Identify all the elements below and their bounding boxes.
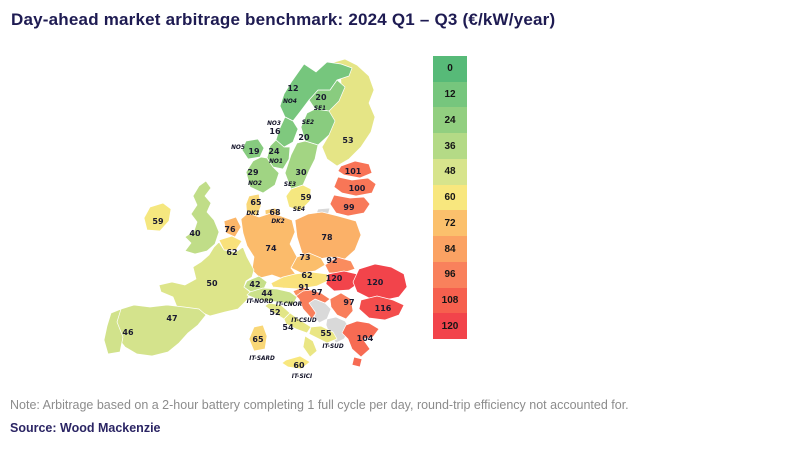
region-NO2 xyxy=(245,156,280,194)
region-PT xyxy=(103,308,124,355)
region-HR xyxy=(295,289,331,320)
region-IT-NORD xyxy=(246,287,298,306)
legend-cell: 72 xyxy=(433,210,467,237)
legend-cell: 12 xyxy=(433,81,467,108)
region-RO xyxy=(352,263,408,301)
legend-cell: 0 xyxy=(433,56,467,82)
region-NL xyxy=(223,216,242,238)
region-SK xyxy=(324,256,356,274)
zone-label-NO3: NO3 xyxy=(267,121,281,127)
region-SE4 xyxy=(285,184,312,212)
region-LT xyxy=(329,194,371,217)
region-HU xyxy=(325,270,360,292)
region-RS xyxy=(329,292,354,320)
region-IT-SICI xyxy=(281,355,311,370)
color-legend: 0 12 24 36 48 60 72 84 96 108 120 xyxy=(433,56,467,340)
region-IT-SUD xyxy=(302,325,338,358)
legend-cell: 60 xyxy=(433,184,467,211)
region-IT-SARD xyxy=(248,324,268,352)
zone-label-IT-SUD: IT-SUD xyxy=(322,344,344,350)
region-BG xyxy=(358,295,405,321)
region-NO5 xyxy=(241,138,265,160)
region-ES xyxy=(112,304,207,357)
region-IE xyxy=(143,202,172,232)
region-LV xyxy=(333,176,377,197)
legend-cell: 24 xyxy=(433,107,467,134)
region-PL xyxy=(294,211,362,261)
footnote: Note: Arbitrage based on a 2-hour batter… xyxy=(10,398,629,412)
zone-label-IT-SARD: IT-SARD xyxy=(249,356,275,362)
zone-label-IT-SICI: IT-SICI xyxy=(292,374,313,380)
legend-cell: 84 xyxy=(433,236,467,262)
region-GB xyxy=(184,180,220,255)
legend-cell: 48 xyxy=(433,158,467,185)
legend-cell: 36 xyxy=(433,133,467,159)
source-credit: Source: Wood Mackenzie xyxy=(10,421,161,435)
region-IT-CSUD xyxy=(283,312,312,334)
region-NO4 xyxy=(279,61,353,122)
region-GR xyxy=(341,320,380,368)
region-EE xyxy=(337,160,373,179)
map-regions xyxy=(103,58,408,370)
legend-cell: 96 xyxy=(433,261,467,288)
legend-cell: 108 xyxy=(433,287,467,314)
legend-cell: 120 xyxy=(433,313,467,340)
region-FR xyxy=(158,241,255,317)
chart-title: Day-ahead market arbitrage benchmark: 20… xyxy=(11,10,556,29)
